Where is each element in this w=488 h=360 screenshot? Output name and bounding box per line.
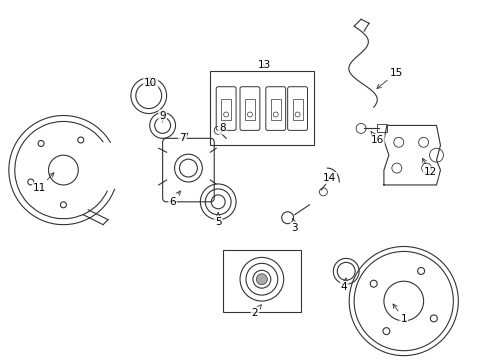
Text: 15: 15 [376, 68, 403, 89]
Bar [292, 99, 302, 121]
Text: 5: 5 [214, 212, 221, 227]
Bar [221, 99, 231, 121]
Text: 8: 8 [219, 123, 225, 134]
Text: 1: 1 [392, 304, 406, 324]
Bar [270, 99, 280, 121]
Text: 12: 12 [422, 158, 436, 177]
Text: 6: 6 [169, 191, 180, 207]
Bar [244, 99, 254, 121]
Text: 9: 9 [159, 111, 165, 122]
Bar [223, 251, 300, 312]
Circle shape [256, 274, 267, 285]
Text: 16: 16 [369, 131, 383, 145]
Text: 13: 13 [258, 60, 271, 70]
Text: 3: 3 [291, 219, 297, 233]
Text: 7: 7 [179, 133, 187, 143]
Text: 4: 4 [340, 278, 347, 292]
Bar [376, 125, 386, 132]
Bar [210, 71, 314, 145]
Text: 11: 11 [33, 173, 54, 193]
Text: 14: 14 [322, 173, 335, 183]
Text: 2: 2 [251, 305, 261, 318]
Text: 10: 10 [144, 78, 157, 88]
